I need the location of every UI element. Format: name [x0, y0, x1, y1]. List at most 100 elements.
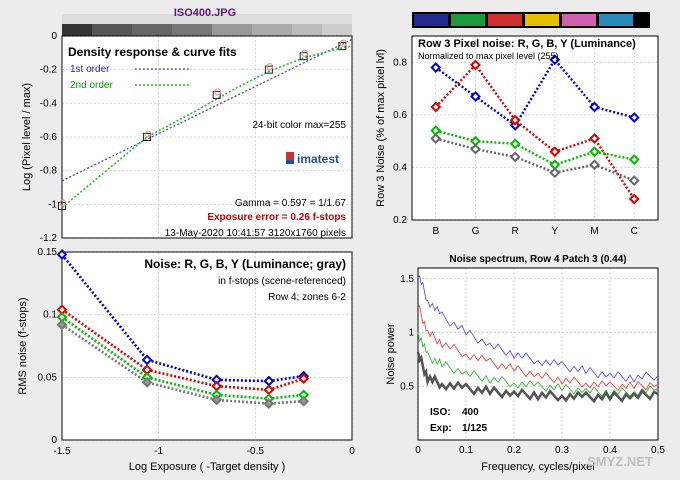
- data-point: [212, 90, 221, 99]
- spectrum-line-G: [417, 332, 659, 398]
- imatest-logo-mark: [286, 152, 294, 160]
- iso-value: 400: [462, 407, 479, 418]
- watermark: SMYZ.NET: [587, 454, 653, 469]
- y-tick-label: 0.1: [43, 310, 57, 321]
- x-tick-label: 0.2: [507, 445, 521, 456]
- data-point: [338, 42, 347, 51]
- date-label: 13-May-2020 10:41:57 3120x1760 pixels: [165, 228, 346, 239]
- y-tick-label: -0.4: [40, 98, 58, 109]
- chart-subtitle: Normalized to max pixel level (255): [418, 51, 559, 61]
- series-point-gray: [509, 151, 521, 163]
- series-point-Y: [549, 54, 561, 66]
- file-title: ISO400.JPG: [174, 7, 236, 19]
- y-tick-label: 0.2: [393, 215, 407, 226]
- spectrum-line-Y: [416, 351, 659, 404]
- data-point-red: [301, 49, 309, 57]
- imatest-logo: imatest: [297, 152, 339, 166]
- series-line-gray: [61, 323, 304, 405]
- fit-line-1st-order: [61, 38, 353, 182]
- exposure-error-label: Exposure error = 0.26 f-stops: [207, 212, 346, 223]
- exp-value: 1/125: [462, 423, 487, 434]
- x-tick-label: -1: [154, 446, 163, 457]
- series-line-G: [61, 316, 304, 400]
- series-point-Y: [141, 354, 153, 366]
- legend-1st-order: 1st order: [70, 64, 110, 75]
- y-tick-label: 0: [51, 435, 57, 446]
- x-tick-label: G: [472, 226, 480, 237]
- series-point-gray: [141, 376, 153, 388]
- rms-noise-chart: -1.5 -1 -0.5 0 0.15 0.1 0.05 0 Noise: R, G, B, Y…: [17, 247, 355, 473]
- data-point-red: [266, 63, 274, 71]
- fit-line-2nd-order: [61, 45, 353, 209]
- y-tick-label: -1.2: [40, 233, 58, 244]
- series-point-gray: [589, 159, 600, 171]
- chart-title: Noise: R, G, B, Y (Luminance; gray): [144, 257, 346, 271]
- series-point-R: [509, 114, 521, 126]
- plot-area: [61, 251, 353, 441]
- series-point-G: [509, 138, 521, 150]
- x-tick-label: C: [631, 226, 638, 237]
- y-tick-label: 0.05: [38, 372, 58, 383]
- spectrum-line-R: [417, 304, 659, 392]
- data-point: [58, 202, 66, 211]
- series-point-Y: [589, 101, 600, 113]
- plot-frame: [61, 35, 353, 239]
- x-tick-label: B: [432, 226, 439, 237]
- y-tick-label: 0.4: [393, 162, 407, 173]
- series-point-R: [470, 59, 481, 71]
- series-point-gray: [470, 143, 481, 155]
- series-point-gray: [549, 167, 561, 179]
- x-tick-label: 0.4: [603, 445, 617, 456]
- series-point-gray: [263, 398, 275, 410]
- gamma-label: Gamma = 0.597 = 1/1.67: [235, 198, 347, 209]
- y-tick-label: 0: [51, 31, 57, 42]
- header-color-strip: [412, 12, 650, 28]
- plot-frame: [411, 35, 659, 221]
- plot-area: [417, 267, 659, 441]
- series-point-Y: [628, 112, 640, 123]
- x-tick-label: 0: [415, 445, 421, 456]
- data-point-red: [59, 199, 67, 207]
- chart-title: Noise spectrum, Row 4 Patch 3 (0.44): [449, 254, 626, 265]
- series-point-R: [628, 193, 640, 205]
- plot-frame: [61, 251, 353, 441]
- plot-area: [411, 35, 659, 221]
- series-point-R: [549, 146, 561, 158]
- noise-spectrum-chart: 0 0.1 0.2 0.3 0.4 0.5 1.5 1 0.5 ISO: 400 Exp: 1/125 N…: [385, 254, 665, 473]
- y-tick-label: 0.8: [393, 57, 407, 68]
- data-point: [299, 52, 308, 61]
- series-point-G: [628, 154, 640, 165]
- data-point-red: [144, 130, 152, 138]
- y-tick-label: 1.5: [400, 274, 414, 285]
- density-response-chart: 0 -0.2 -0.4 -0.6 -0.8 -1 -1.2 Density response …: [21, 31, 353, 244]
- x-tick-label: Y: [552, 226, 559, 237]
- x-tick-label: R: [512, 226, 519, 237]
- series-point-gray: [430, 133, 442, 144]
- y-tick-label: 1: [408, 328, 414, 339]
- y-axis-label: Noise power: [385, 323, 397, 384]
- y-tick-label: -0.6: [40, 132, 58, 143]
- data-point: [143, 133, 152, 141]
- y-axis-label: Row 3 Noise (% of max pixel lvl): [375, 49, 387, 207]
- series-point-gray: [56, 319, 68, 331]
- data-point-red: [339, 39, 347, 47]
- x-axis-label: Log Exposure ( -Target density ): [129, 461, 286, 473]
- chart-subtitle-1: in f-stops (scene-referenced): [218, 276, 346, 287]
- y-tick-label: -0.8: [40, 166, 58, 177]
- y-tick-label: 0.15: [38, 247, 58, 258]
- exp-label: Exp:: [430, 423, 452, 434]
- series-point-R: [589, 133, 600, 144]
- imatest-logo-mark: [286, 160, 294, 164]
- series-line-R: [434, 63, 636, 200]
- x-tick-label: -0.5: [247, 446, 265, 457]
- series-point-R: [430, 101, 442, 113]
- y-tick-label: 0.5: [400, 381, 414, 392]
- series-point-gray: [298, 395, 310, 407]
- series-point-R: [298, 373, 310, 385]
- x-axis-label: Frequency, cycles/pixel: [481, 461, 595, 473]
- chart-title: Row 3 Pixel noise: R, G, B, Y (Luminance…: [418, 38, 636, 50]
- x-tick-label: -1.5: [53, 446, 71, 457]
- series-point-gray: [628, 175, 640, 186]
- series-line-Y: [435, 57, 635, 128]
